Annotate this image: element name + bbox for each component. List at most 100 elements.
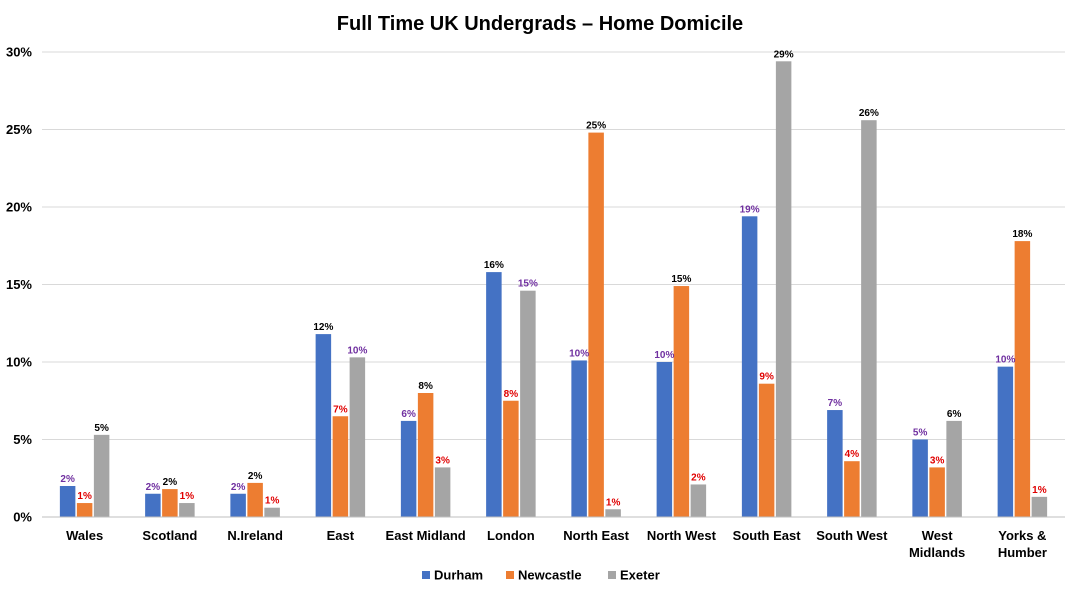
y-tick-label: 15% [6, 277, 32, 292]
bar-exeter [1031, 496, 1048, 517]
bar-durham [571, 360, 587, 517]
bar-exeter [349, 357, 366, 517]
bar-exeter [861, 120, 877, 517]
data-label: 15% [671, 274, 691, 285]
bar-exeter [93, 434, 110, 517]
bar-durham [400, 420, 417, 517]
y-tick-label: 5% [13, 432, 32, 447]
x-tick-label: Humber [998, 545, 1047, 560]
bar-exeter [775, 61, 792, 518]
data-label: 29% [774, 49, 794, 60]
data-label: 6% [401, 409, 416, 420]
bar-durham [997, 366, 1014, 517]
bar-newcastle [76, 503, 93, 517]
data-label: 2% [691, 472, 706, 483]
bar-durham [145, 493, 161, 517]
legend-swatch-exeter [608, 571, 616, 579]
data-label: 7% [828, 398, 843, 409]
bar-newcastle [929, 467, 945, 517]
data-label: 4% [845, 449, 860, 460]
x-tick-label: Wales [66, 528, 103, 543]
legend-swatch-newcastle [506, 571, 514, 579]
data-label: 18% [1012, 229, 1032, 240]
x-tick-label: Yorks & [998, 528, 1046, 543]
bar-exeter [179, 503, 195, 517]
data-label: 7% [333, 404, 348, 415]
data-label: 1% [606, 497, 621, 508]
x-tick-label: N.Ireland [227, 528, 283, 543]
data-label: 19% [740, 204, 760, 215]
data-label: 1% [77, 491, 92, 502]
bar-durham [59, 486, 76, 517]
x-tick-label: East Midland [386, 528, 466, 543]
bar-newcastle [1014, 241, 1031, 517]
data-label: 9% [759, 372, 774, 383]
data-label: 2% [163, 477, 178, 488]
bar-exeter [520, 290, 536, 517]
data-label: 5% [94, 423, 109, 434]
data-label: 8% [504, 389, 519, 400]
y-axis-ticks: 0% 5% 10% 15% 20% 25% 30% [6, 45, 32, 525]
y-tick-label: 25% [6, 122, 32, 137]
data-label: 26% [859, 108, 879, 119]
x-tick-label: East [327, 528, 355, 543]
bar-newcastle [332, 416, 349, 517]
data-label: 25% [586, 121, 606, 132]
bar-exeter [434, 467, 451, 517]
bar-exeter [946, 420, 962, 517]
legend-swatch-durham [422, 571, 430, 579]
data-label: 5% [913, 428, 928, 439]
bar-durham [741, 216, 758, 518]
data-label: 10% [569, 348, 589, 359]
data-label: 1% [265, 496, 280, 507]
bar-durham [827, 410, 843, 517]
bar-durham [230, 493, 246, 517]
data-labels: 2%1%5%2% 2%1%2%2%1%12%7%10%6%8%3%16%8%15%… [60, 49, 1046, 508]
y-tick-label: 10% [6, 355, 32, 370]
data-label: 3% [930, 455, 945, 466]
x-tick-label: London [487, 528, 535, 543]
data-label: 6% [947, 409, 962, 420]
data-label: 3% [435, 455, 450, 466]
y-tick-label: 20% [6, 200, 32, 215]
bar-durham [486, 272, 502, 517]
x-tick-label: Midlands [909, 545, 965, 560]
bar-exeter [264, 507, 280, 517]
bar-newcastle [758, 383, 775, 517]
bar-durham [315, 334, 332, 517]
bar-durham [912, 439, 928, 517]
x-tick-label: Scotland [142, 528, 197, 543]
data-label: 16% [484, 260, 504, 271]
data-label: 2% [146, 482, 161, 493]
bar-newcastle [588, 132, 604, 517]
data-label: 1% [180, 491, 195, 502]
bar-newcastle [503, 400, 519, 517]
bar-newcastle [844, 461, 860, 517]
data-label: 2% [60, 474, 75, 485]
y-tick-label: 0% [13, 510, 32, 525]
data-label: 10% [654, 350, 674, 361]
data-label: 10% [347, 345, 367, 356]
x-tick-label: North West [647, 528, 717, 543]
bar-newcastle [247, 482, 263, 517]
x-tick-label: North East [563, 528, 629, 543]
x-tick-label: South East [733, 528, 802, 543]
bar-newcastle [162, 489, 178, 517]
data-label: 1% [1032, 485, 1047, 496]
x-axis-ticks: Wales Scotland N.Ireland East East Midland Lo… [66, 528, 1047, 560]
x-tick-label: West [922, 528, 953, 543]
data-label: 8% [418, 381, 433, 392]
data-label: 10% [995, 355, 1015, 366]
legend-label: Durham [434, 568, 483, 583]
chart-title: Full Time UK Undergrads – Home Domicile [337, 13, 743, 35]
legend-label: Newcastle [518, 568, 582, 583]
data-label: 12% [313, 322, 333, 333]
bar-newcastle [417, 393, 434, 517]
bar-exeter [605, 509, 621, 517]
bar-durham [656, 362, 673, 517]
data-label: 2% [231, 482, 246, 493]
data-label: 2% [248, 471, 263, 482]
x-tick-label: South West [816, 528, 888, 543]
bars [59, 61, 1048, 518]
